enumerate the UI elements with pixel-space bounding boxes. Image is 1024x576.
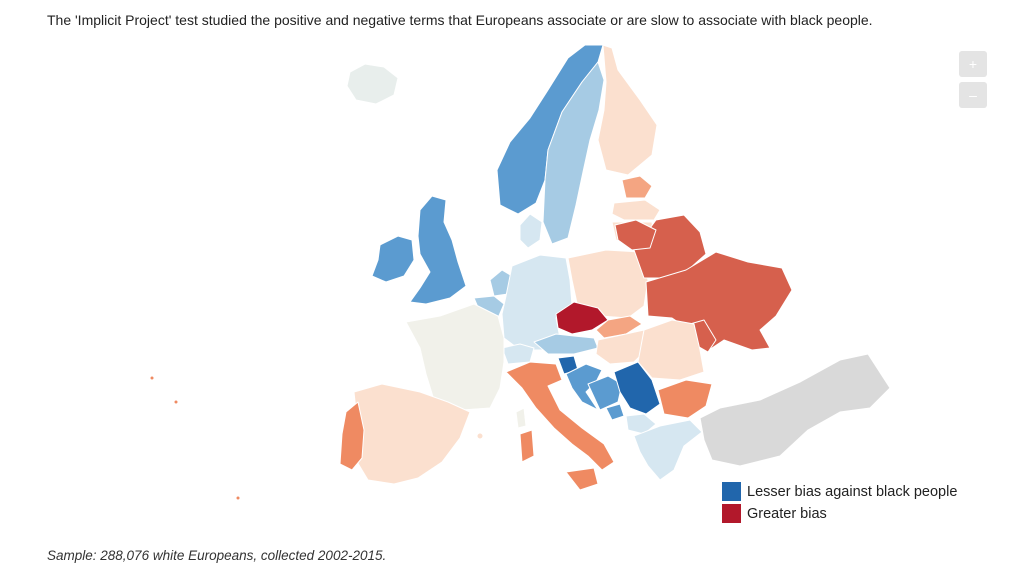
country-estonia[interactable] xyxy=(621,175,653,199)
legend-item-lesser-bias: Lesser bias against black people xyxy=(722,481,1012,502)
country-corsica[interactable] xyxy=(515,407,527,429)
country-austria[interactable] xyxy=(533,333,599,355)
country-sicily[interactable] xyxy=(565,467,599,491)
legend-swatch-red xyxy=(722,504,741,523)
country-switzerland[interactable] xyxy=(501,343,535,365)
country-latvia[interactable] xyxy=(611,199,661,221)
country-romania[interactable] xyxy=(637,319,705,381)
legend-item-greater-bias: Greater bias xyxy=(722,503,1012,524)
country-croatia[interactable] xyxy=(565,363,603,411)
legend-swatch-blue xyxy=(722,482,741,501)
country-slovakia[interactable] xyxy=(595,315,643,339)
zoom-out-button[interactable]: – xyxy=(959,82,987,108)
country-poland[interactable] xyxy=(567,249,649,319)
country-sweden[interactable] xyxy=(542,61,605,245)
country-france[interactable] xyxy=(405,303,505,411)
country-norway[interactable] xyxy=(496,44,604,215)
island-atlantic-3 xyxy=(236,496,240,500)
country-russia[interactable] xyxy=(614,219,657,251)
country-finland[interactable] xyxy=(597,44,658,176)
country-bosnia[interactable] xyxy=(587,375,623,411)
country-ireland[interactable] xyxy=(371,235,415,283)
country-bulgaria[interactable] xyxy=(657,379,713,419)
country-macedonia[interactable] xyxy=(625,413,657,435)
country-iceland[interactable] xyxy=(346,63,399,105)
country-italy[interactable] xyxy=(505,361,615,471)
island-atlantic-1 xyxy=(150,376,154,380)
country-denmark[interactable] xyxy=(519,213,543,249)
map-headline: The 'Implicit Project' test studied the … xyxy=(47,12,873,28)
country-czech-republic[interactable] xyxy=(555,301,609,335)
zoom-in-button[interactable]: + xyxy=(959,51,987,77)
country-serbia[interactable] xyxy=(613,361,661,415)
country-united-kingdom[interactable] xyxy=(409,195,467,305)
legend-label: Greater bias xyxy=(747,505,827,522)
footnote: Sample: 288,076 white Europeans, collect… xyxy=(47,548,387,563)
country-montenegro[interactable] xyxy=(605,403,625,421)
country-portugal[interactable] xyxy=(339,401,365,471)
country-greece[interactable] xyxy=(633,419,703,481)
map-legend: Lesser bias against black people Greater… xyxy=(722,481,1012,525)
country-turkey[interactable] xyxy=(699,353,891,467)
country-sardinia[interactable] xyxy=(519,429,535,463)
island-baleares xyxy=(476,432,484,440)
island-atlantic-2 xyxy=(174,400,178,404)
legend-label: Lesser bias against black people xyxy=(747,483,958,500)
